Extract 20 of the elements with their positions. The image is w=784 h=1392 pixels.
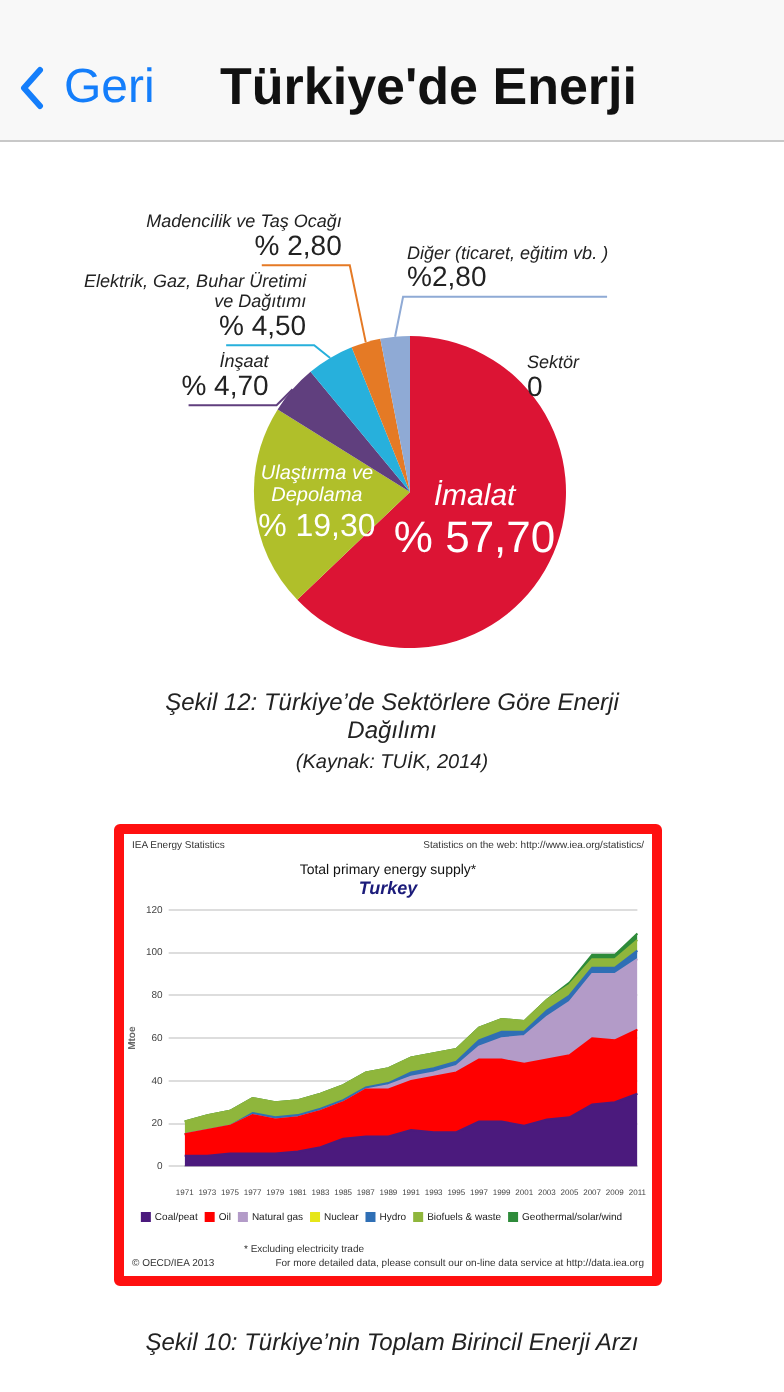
slice-label: Elektrik, Gaz, Buhar Üretimi ve Dağıtımı xyxy=(84,271,309,312)
chart-subtitle: Turkey xyxy=(356,878,420,898)
data-label: % 19,30 xyxy=(258,510,376,545)
data-label: % 57,70 xyxy=(393,511,556,562)
data-label: %2,80 xyxy=(407,260,487,293)
text: 0 xyxy=(527,369,543,402)
text: Şekil 12: Türkiye’de Sektörlere Göre Enerji Dağılımı xyxy=(163,688,622,744)
slice-label: Ulaştırma ve Depolama xyxy=(260,463,374,508)
text: Türkiye'de Enerji xyxy=(220,56,637,118)
slice-label: İmalat xyxy=(433,478,518,513)
data-label: % 4,50 xyxy=(218,309,307,342)
data-label: % 2,80 xyxy=(254,229,343,262)
slice-label: Diğer (ticaret, eğitim vb. ) xyxy=(407,242,609,263)
category-label: Sektör xyxy=(527,352,580,373)
text: Şekil 10: Türkiye’nin Toplam Birincil Enerji Arzı xyxy=(143,1328,641,1356)
slice-label: İnşaat xyxy=(219,351,270,372)
data-label: % 4,70 xyxy=(181,369,269,402)
text: Geri xyxy=(64,60,155,116)
slice-label: Madencilik ve Taş Ocağı xyxy=(146,211,343,232)
text: (Kaynak: TUİK, 2014) xyxy=(293,752,491,774)
